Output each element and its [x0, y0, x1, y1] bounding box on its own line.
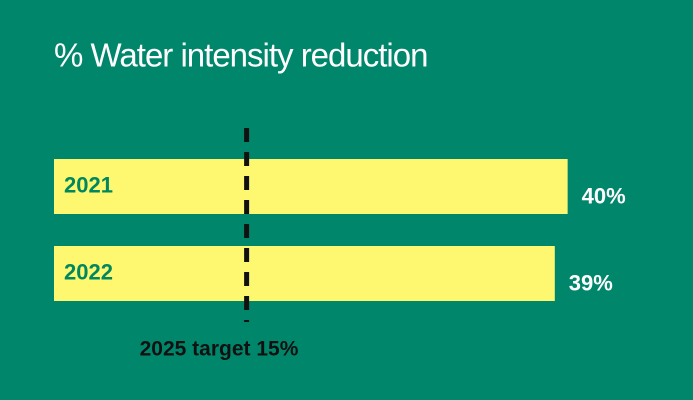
category-label: 2022: [64, 259, 113, 284]
category-label: 2021: [64, 172, 113, 197]
value-label: 39%: [569, 270, 613, 295]
target-label: 2025 target 15%: [140, 338, 299, 361]
bar: [54, 246, 555, 301]
bar: [54, 159, 568, 214]
value-label: 40%: [582, 183, 626, 208]
chart-title: % Water intensity reduction: [54, 37, 427, 74]
